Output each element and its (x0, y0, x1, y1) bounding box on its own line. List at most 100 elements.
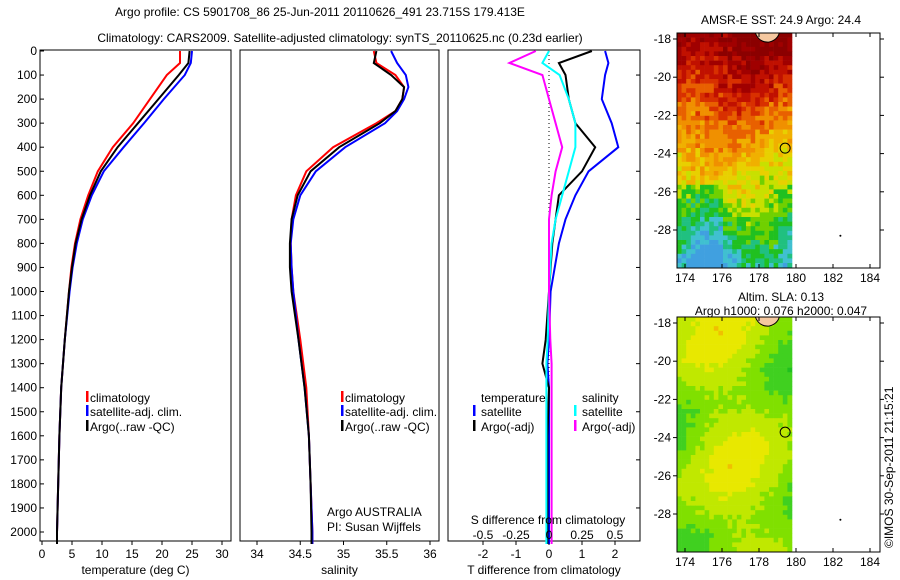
map-cell (736, 33, 742, 38)
map-cell (741, 358, 747, 364)
map-cell (704, 381, 710, 387)
map-cell (759, 349, 765, 355)
map-cell (709, 450, 715, 456)
map-cell (741, 473, 747, 479)
map-cell (773, 249, 779, 255)
map-cell (709, 376, 715, 382)
map-cell (704, 321, 710, 327)
map-cell (704, 42, 710, 48)
map-cell (736, 344, 742, 350)
map-cell (759, 258, 765, 264)
map-cell (750, 106, 756, 112)
map-cell (782, 464, 788, 470)
map-cell (677, 335, 682, 341)
map-cell (787, 418, 793, 424)
map-cell (727, 203, 733, 209)
map-cell (723, 450, 728, 456)
map-cell (713, 376, 719, 382)
map-cell (778, 367, 784, 373)
map-cell (709, 363, 715, 368)
map-cell (713, 148, 719, 153)
map-cell (769, 230, 774, 236)
sal-legend-climatology: climatology (345, 391, 405, 405)
map-cell (773, 184, 779, 190)
map-cell (741, 496, 747, 502)
map-cell (746, 501, 751, 506)
map-cell (782, 367, 788, 373)
map-cell (690, 482, 696, 488)
map-cell (732, 92, 738, 98)
y-tick-label: 600 (17, 188, 37, 202)
map-cell (713, 468, 719, 474)
map-cell (704, 505, 710, 511)
map-cell (704, 230, 710, 236)
map-cell (759, 464, 765, 470)
map-cell (695, 533, 701, 539)
map-cell (746, 505, 751, 511)
map-cell (723, 459, 728, 465)
map-cell (690, 92, 696, 98)
map-cell (690, 363, 696, 368)
map-cell (782, 111, 788, 117)
y-tick-label: 700 (17, 212, 37, 226)
map-cell (778, 501, 784, 506)
map-cell (787, 464, 793, 470)
map-cell (723, 37, 728, 43)
map-cell (677, 129, 682, 135)
map-cell (704, 427, 710, 433)
map-cell (723, 344, 728, 350)
map-cell (746, 436, 751, 442)
map-cell (750, 473, 756, 479)
map-cell (773, 404, 779, 410)
map-cell (681, 69, 687, 75)
map-cell (695, 88, 701, 94)
map-cell (732, 111, 738, 117)
map-cell (723, 528, 728, 534)
map-cell (750, 519, 756, 525)
map-cell (727, 436, 733, 442)
map-cell (736, 363, 742, 368)
map-cell (787, 51, 793, 57)
map-cell (755, 399, 761, 405)
map-cell (787, 106, 793, 112)
map-cell (773, 528, 779, 534)
map-cell (704, 189, 710, 195)
map-cell (773, 542, 779, 548)
map-cell (782, 74, 788, 80)
map-cell (782, 363, 788, 368)
map-cell (736, 528, 742, 534)
map-cell (727, 125, 733, 130)
map-cell (704, 459, 710, 465)
map-cell (741, 482, 747, 488)
map-cell (787, 496, 793, 502)
map-cell (764, 459, 770, 465)
map-cell (704, 102, 710, 107)
map-cell (718, 189, 724, 195)
map-cell (750, 395, 756, 401)
map-cell (681, 487, 687, 493)
map-cell (746, 537, 751, 543)
map-cell (690, 37, 696, 43)
map-cell (746, 138, 751, 144)
map-cell (746, 482, 751, 488)
map-cell (723, 427, 728, 433)
map-cell (759, 390, 765, 396)
map-cell (746, 367, 751, 373)
map-cell (746, 148, 751, 153)
map-cell (704, 221, 710, 227)
map-cell (782, 547, 788, 552)
map-cell (690, 468, 696, 474)
map-cell (677, 37, 682, 43)
map-cell (778, 74, 784, 80)
map-cell (773, 386, 779, 391)
map-cell (713, 37, 719, 43)
map-cell (718, 372, 724, 378)
map-cell (759, 92, 765, 98)
map-cell (769, 496, 774, 502)
map-cell (755, 180, 761, 186)
map-cell (755, 514, 761, 520)
map-cell (723, 455, 728, 460)
map-cell (736, 171, 742, 176)
legend-swatch (86, 420, 89, 431)
map-cell (736, 138, 742, 144)
